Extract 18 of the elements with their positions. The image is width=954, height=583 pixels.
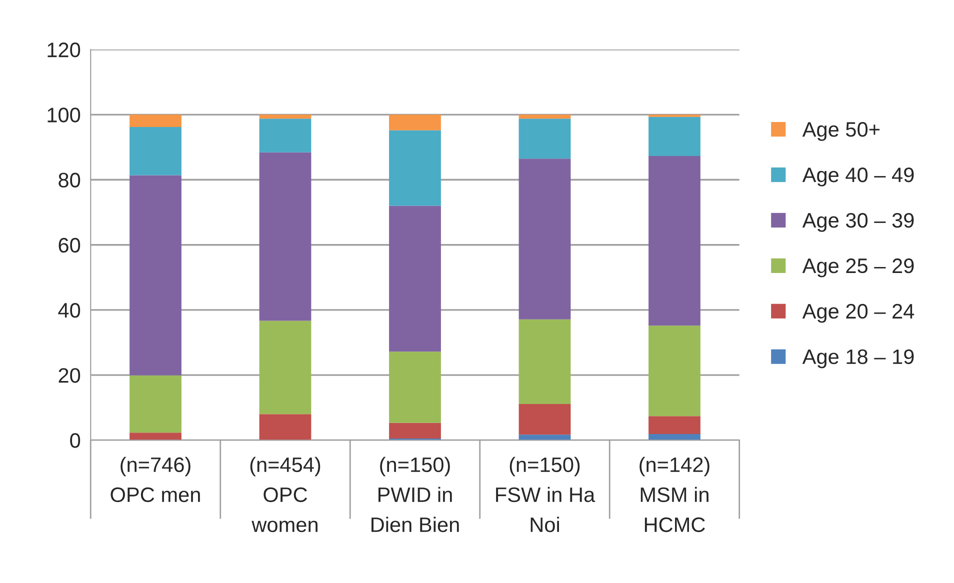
legend-label: Age 50+: [802, 122, 880, 141]
y-tick-label: 40: [58, 302, 80, 318]
x-tick-label: (n=150) FSW in Ha Noi: [496, 456, 596, 532]
legend-label: Age 40 – 49: [802, 168, 914, 186]
y-tick-label: 0: [70, 433, 80, 448]
x-tick-label: (n=142) MSM in HCMC: [640, 456, 710, 532]
x-tick-label: (n=454) OPC women: [250, 456, 320, 532]
y-tick-label: 120: [48, 42, 80, 58]
legend-label: Age 18 – 19: [802, 349, 914, 368]
x-tick-label: (n=746) OPC men: [110, 456, 200, 502]
legend-label: Age 25 – 29: [802, 258, 914, 278]
legend-label: Age 30 – 39: [802, 212, 914, 232]
legend-label: Age 20 – 24: [802, 304, 914, 323]
y-tick-label: 60: [58, 238, 80, 253]
y-tick-label: 80: [58, 172, 80, 188]
y-tick-label: 100: [48, 108, 80, 122]
x-tick-label: (n=150) PWID in Dien Bien: [372, 456, 459, 532]
y-tick-label: 20: [58, 368, 80, 383]
